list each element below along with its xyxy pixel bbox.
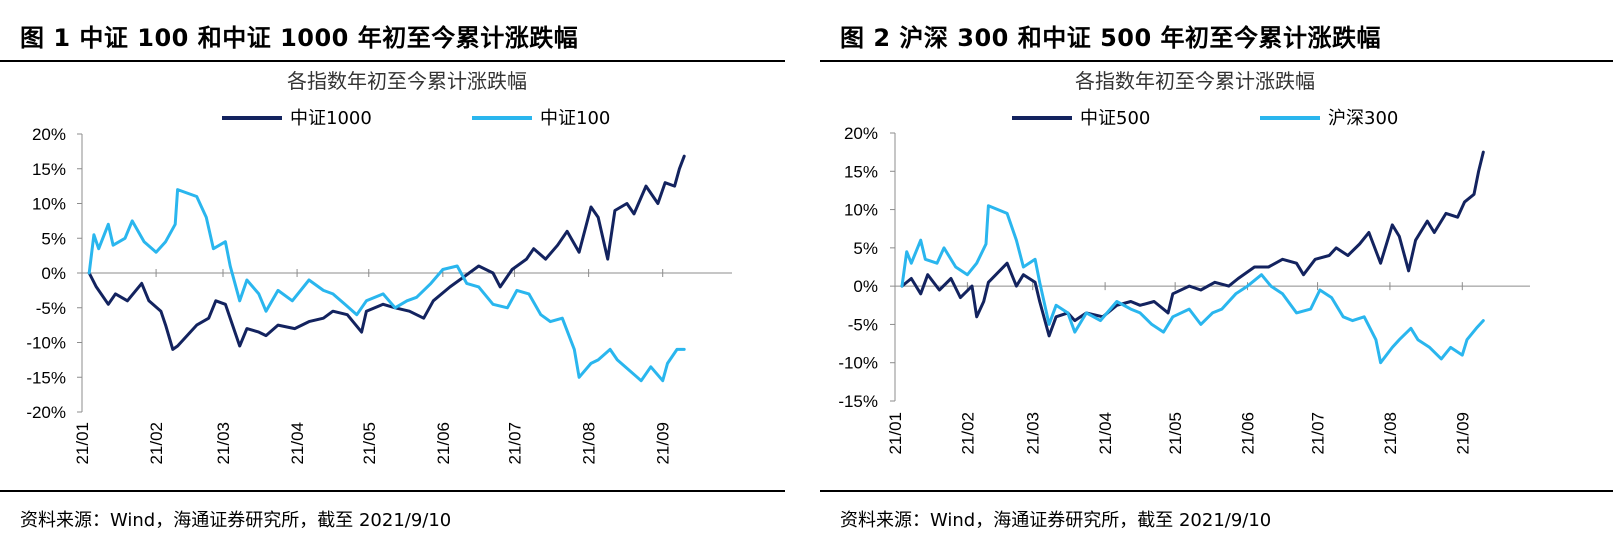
y-tick-label: -15% <box>26 368 66 387</box>
x-tick-label: 21/01 <box>73 422 92 465</box>
legend-label-0: 中证500 <box>1080 108 1150 129</box>
source-rule <box>0 490 785 492</box>
legend-label-0: 中证1000 <box>290 108 372 129</box>
y-tick-label: -5% <box>36 299 66 318</box>
y-tick-label: 15% <box>844 162 878 181</box>
legend-label-1: 中证100 <box>540 108 610 129</box>
chart-title: 各指数年初至今累计涨跌幅 <box>1075 69 1315 93</box>
y-tick-label: 5% <box>41 229 66 248</box>
x-tick-label: 21/07 <box>506 422 525 465</box>
x-tick-label: 21/05 <box>1166 412 1185 455</box>
chart-title: 各指数年初至今累计涨跌幅 <box>287 69 527 93</box>
x-tick-label: 21/04 <box>288 422 307 465</box>
y-tick-label: -15% <box>838 392 878 411</box>
x-tick-label: 21/06 <box>434 422 453 465</box>
y-tick-label: -10% <box>838 354 878 373</box>
figure-1-title: 图 1 中证 100 和中证 1000 年初至今累计涨跌幅 <box>20 24 579 52</box>
y-tick-label: -20% <box>26 403 66 422</box>
figure-2-title: 图 2 沪深 300 和中证 500 年初至今累计涨跌幅 <box>840 24 1382 52</box>
legend-label-1: 沪深300 <box>1328 108 1398 129</box>
series-line-secondary <box>87 188 686 383</box>
x-tick-label: 21/09 <box>654 422 673 465</box>
x-tick-label: 21/06 <box>1239 412 1258 455</box>
figure-1-panel: 图 1 中证 100 和中证 1000 年初至今累计涨跌幅 各指数年初至今累计涨… <box>0 0 785 540</box>
y-tick-label: 15% <box>32 160 66 179</box>
x-tick-label: 21/08 <box>580 422 599 465</box>
series-line-primary <box>900 150 1485 338</box>
y-tick-label: -10% <box>26 334 66 353</box>
y-tick-label: 20% <box>32 125 66 144</box>
y-tick-label: 10% <box>844 201 878 220</box>
source-rule <box>820 490 1613 492</box>
y-tick-label: -5% <box>848 315 878 334</box>
x-tick-label: 21/04 <box>1096 412 1115 455</box>
y-tick-label: 0% <box>41 264 66 283</box>
title-rule <box>820 60 1613 62</box>
y-tick-label: 0% <box>853 277 878 296</box>
x-tick-label: 21/01 <box>886 412 905 455</box>
x-tick-label: 21/07 <box>1309 412 1328 455</box>
title-rule <box>0 60 785 62</box>
series-line-secondary <box>900 204 1485 365</box>
figure-2-panel: 图 2 沪深 300 和中证 500 年初至今累计涨跌幅 各指数年初至今累计涨跌… <box>820 0 1613 540</box>
x-tick-label: 21/09 <box>1453 412 1472 455</box>
source-note-2: 资料来源：Wind，海通证券研究所，截至 2021/9/10 <box>840 510 1272 531</box>
x-tick-label: 21/05 <box>360 422 379 465</box>
x-tick-label: 21/02 <box>958 412 977 455</box>
source-note-1: 资料来源：Wind，海通证券研究所，截至 2021/9/10 <box>20 510 452 531</box>
x-tick-label: 21/03 <box>1024 412 1043 455</box>
x-tick-label: 21/08 <box>1381 412 1400 455</box>
y-tick-label: 10% <box>32 195 66 214</box>
y-tick-label: 5% <box>853 239 878 258</box>
x-tick-label: 21/02 <box>147 422 166 465</box>
series-line-primary <box>87 154 686 351</box>
y-tick-label: 20% <box>844 124 878 143</box>
x-tick-label: 21/03 <box>214 422 233 465</box>
